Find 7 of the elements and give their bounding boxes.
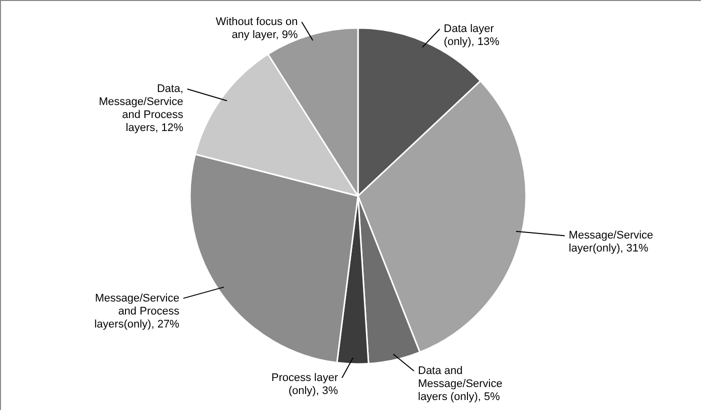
slice-label: Message/Service layer(only), 31% — [568, 230, 654, 255]
slice-label: Data and Message/Service layers (only), 5% — [418, 365, 502, 403]
slice-label: Message/Service and Process layers(only), 27% — [94, 292, 180, 330]
slice-label: Data, Message/Service and Process layers, 12% — [98, 83, 184, 134]
slice-label: Process layer (only), 3% — [271, 372, 338, 397]
slice-label: Data layer (only), 13% — [444, 22, 500, 48]
slice-label: Without focus on any layer, 9% — [216, 16, 298, 41]
